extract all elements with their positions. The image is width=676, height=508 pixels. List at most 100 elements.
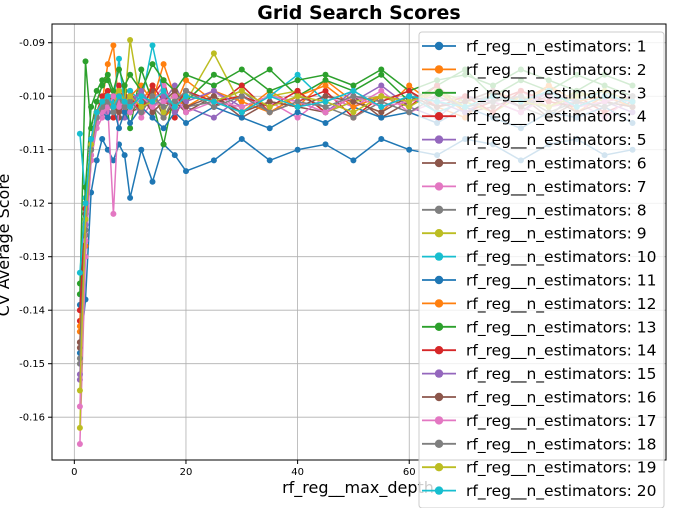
data-point xyxy=(406,87,413,94)
data-point xyxy=(104,114,111,121)
data-point xyxy=(322,109,329,116)
legend-entry-6: rf_reg__n_estimators: 6 xyxy=(422,155,647,174)
legend-entry-3: rf_reg__n_estimators: 3 xyxy=(422,84,647,103)
legend-entry-15: rf_reg__n_estimators: 15 xyxy=(422,365,657,384)
data-point xyxy=(294,103,301,110)
data-point xyxy=(149,98,156,105)
data-point xyxy=(350,114,357,121)
data-point xyxy=(149,42,156,49)
data-point xyxy=(160,125,167,132)
data-point xyxy=(171,152,178,159)
legend-marker xyxy=(434,463,444,472)
legend-label: rf_reg__n_estimators: 17 xyxy=(466,412,657,431)
legend-label: rf_reg__n_estimators: 7 xyxy=(466,178,647,197)
data-point xyxy=(104,87,111,94)
data-point xyxy=(104,71,111,78)
y-tick-label-3: -0.13 xyxy=(19,252,45,263)
legend-box xyxy=(418,31,665,508)
data-point xyxy=(160,103,167,110)
data-point xyxy=(378,93,385,100)
legend-label: rf_reg__n_estimators: 20 xyxy=(466,482,657,501)
legend-entry-14: rf_reg__n_estimators: 14 xyxy=(422,342,657,361)
data-point xyxy=(99,98,106,105)
data-point xyxy=(238,136,245,142)
legend-marker xyxy=(434,299,444,308)
data-point xyxy=(183,103,189,110)
chart-title: Grid Search Scores xyxy=(257,2,460,24)
legend-marker xyxy=(434,346,444,355)
x-tick-label-1: 20 xyxy=(180,467,193,478)
data-point xyxy=(138,98,145,105)
data-point xyxy=(76,424,83,431)
data-point xyxy=(76,269,83,276)
data-point xyxy=(210,114,217,121)
legend-label: rf_reg__n_estimators: 14 xyxy=(466,342,657,361)
data-point xyxy=(294,93,301,100)
plot-frame xyxy=(51,23,667,461)
legend-entry-12: rf_reg__n_estimators: 12 xyxy=(422,295,657,314)
data-point xyxy=(110,103,117,110)
data-point xyxy=(110,157,117,164)
data-point xyxy=(76,355,83,362)
legend-marker xyxy=(434,486,444,495)
data-point xyxy=(104,61,111,68)
data-point xyxy=(210,87,217,94)
data-point xyxy=(116,93,122,100)
data-point xyxy=(266,66,273,73)
legend-entry-19: rf_reg__n_estimators: 19 xyxy=(422,459,657,478)
data-point xyxy=(82,58,89,65)
data-point xyxy=(171,109,178,116)
legend-label: rf_reg__n_estimators: 19 xyxy=(466,459,657,478)
data-point xyxy=(210,93,217,100)
legend-entry-17: rf_reg__n_estimators: 17 xyxy=(422,412,657,431)
data-point xyxy=(378,109,385,116)
data-point xyxy=(322,87,329,94)
data-point xyxy=(93,109,100,116)
data-point xyxy=(127,194,134,201)
data-point xyxy=(160,98,167,105)
data-point xyxy=(99,77,106,84)
legend-label: rf_reg__n_estimators: 10 xyxy=(466,248,657,267)
data-point xyxy=(121,109,128,116)
data-point xyxy=(160,93,167,100)
data-point xyxy=(93,87,100,94)
data-point xyxy=(350,98,357,105)
legend-entry-16: rf_reg__n_estimators: 16 xyxy=(422,389,657,408)
data-point xyxy=(127,125,134,132)
legend-label: rf_reg__n_estimators: 13 xyxy=(466,318,657,337)
legend-label: rf_reg__n_estimators: 1 xyxy=(466,38,647,57)
data-point xyxy=(110,109,117,116)
x-tick-label-0: 0 xyxy=(71,467,77,478)
y-tick-label-6: -0.10 xyxy=(19,92,45,103)
legend-label: rf_reg__n_estimators: 15 xyxy=(466,365,657,384)
data-point xyxy=(183,98,189,105)
data-point xyxy=(149,103,156,110)
data-point xyxy=(266,87,273,94)
data-point xyxy=(99,136,106,142)
data-point xyxy=(210,71,217,78)
legend-marker xyxy=(434,65,444,74)
data-point xyxy=(238,114,245,121)
legend-entry-8: rf_reg__n_estimators: 8 xyxy=(422,201,647,220)
legend-marker xyxy=(434,392,444,402)
legend-entry-7: rf_reg__n_estimators: 7 xyxy=(422,178,647,197)
data-point xyxy=(322,77,329,84)
data-point xyxy=(322,141,329,148)
data-point xyxy=(76,403,83,410)
data-point xyxy=(238,103,245,110)
legend-marker xyxy=(434,158,444,168)
data-point xyxy=(116,66,122,73)
legend-entry-2: rf_reg__n_estimators: 2 xyxy=(422,61,647,80)
data-point xyxy=(160,141,167,148)
x-axis-label: rf_reg__max_depth xyxy=(282,478,434,498)
data-point xyxy=(160,87,167,94)
legend-label: rf_reg__n_estimators: 2 xyxy=(466,61,647,80)
data-point xyxy=(171,82,178,89)
data-point xyxy=(110,93,117,100)
data-point xyxy=(110,210,117,217)
data-point xyxy=(238,109,245,116)
y-axis-label: CV Average Score xyxy=(0,174,13,317)
data-point xyxy=(138,93,145,100)
data-point xyxy=(350,93,357,100)
legend-entry-1: rf_reg__n_estimators: 1 xyxy=(422,38,647,57)
